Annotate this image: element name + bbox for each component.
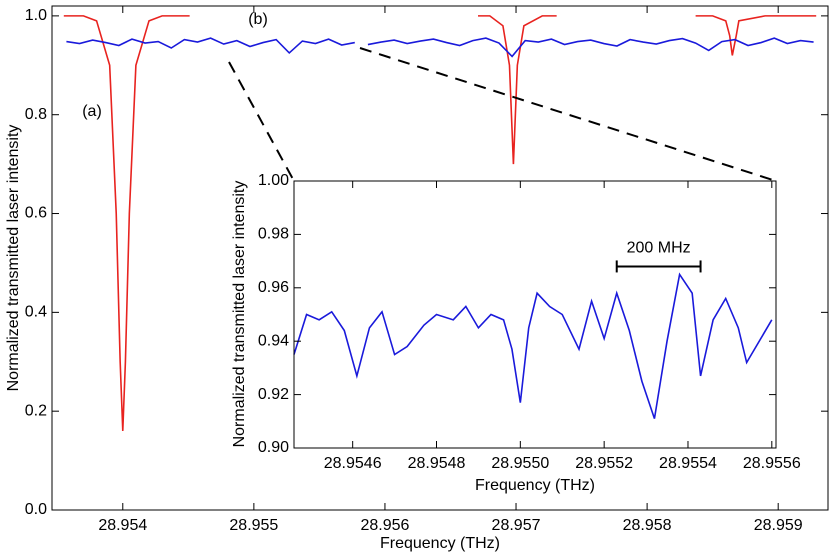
data-line — [63, 15, 817, 431]
y-tick-label: 0.8 — [25, 106, 47, 123]
annotation: (b) — [248, 11, 268, 28]
plot-area — [294, 181, 776, 448]
data-line — [66, 37, 814, 58]
y-tick-label: 0.0 — [25, 501, 47, 518]
x-tick-label: 28.9550 — [491, 455, 549, 472]
scale-bar-label: 200 MHz — [627, 240, 691, 257]
x-tick-label: 28.9548 — [408, 455, 466, 472]
y-tick-label: 0.92 — [258, 386, 289, 403]
x-axis-label: Frequency (THz) — [380, 535, 500, 552]
plot-frame — [293, 180, 777, 449]
zoom-line — [228, 61, 295, 182]
y-tick-label: 0.4 — [25, 304, 47, 321]
y-tick-label: 0.2 — [25, 402, 47, 419]
x-tick-label: 28.958 — [623, 517, 672, 534]
x-tick-label: 28.955 — [229, 517, 278, 534]
y-tick-label: 0.6 — [25, 205, 47, 222]
y-axis-label: Normalized transmitted laser intensity — [5, 125, 22, 392]
annotation: (a) — [82, 103, 102, 120]
x-tick-label: 28.956 — [360, 517, 409, 534]
x-tick-label: 28.9552 — [575, 455, 633, 472]
y-tick-label: 0.98 — [258, 226, 289, 243]
y-axis-label: Normalized transmitted laser intensity — [231, 181, 248, 448]
y-tick-label: 0.94 — [258, 332, 289, 349]
x-tick-label: 28.959 — [754, 517, 803, 534]
x-axis-label: Frequency (THz) — [475, 477, 595, 494]
zoom-line — [359, 47, 777, 182]
y-tick-label: 0.96 — [258, 279, 289, 296]
y-tick-label: 0.90 — [258, 439, 289, 456]
x-tick-label: 28.9554 — [659, 455, 717, 472]
x-tick-label: 28.9556 — [743, 455, 801, 472]
y-tick-label: 1.00 — [258, 172, 289, 189]
x-tick-label: 28.9546 — [324, 455, 382, 472]
plot-frame — [51, 5, 829, 511]
data-line — [293, 272, 773, 419]
x-tick-label: 28.954 — [98, 517, 147, 534]
x-tick-label: 28.957 — [492, 517, 541, 534]
y-tick-label: 1.0 — [25, 7, 47, 24]
